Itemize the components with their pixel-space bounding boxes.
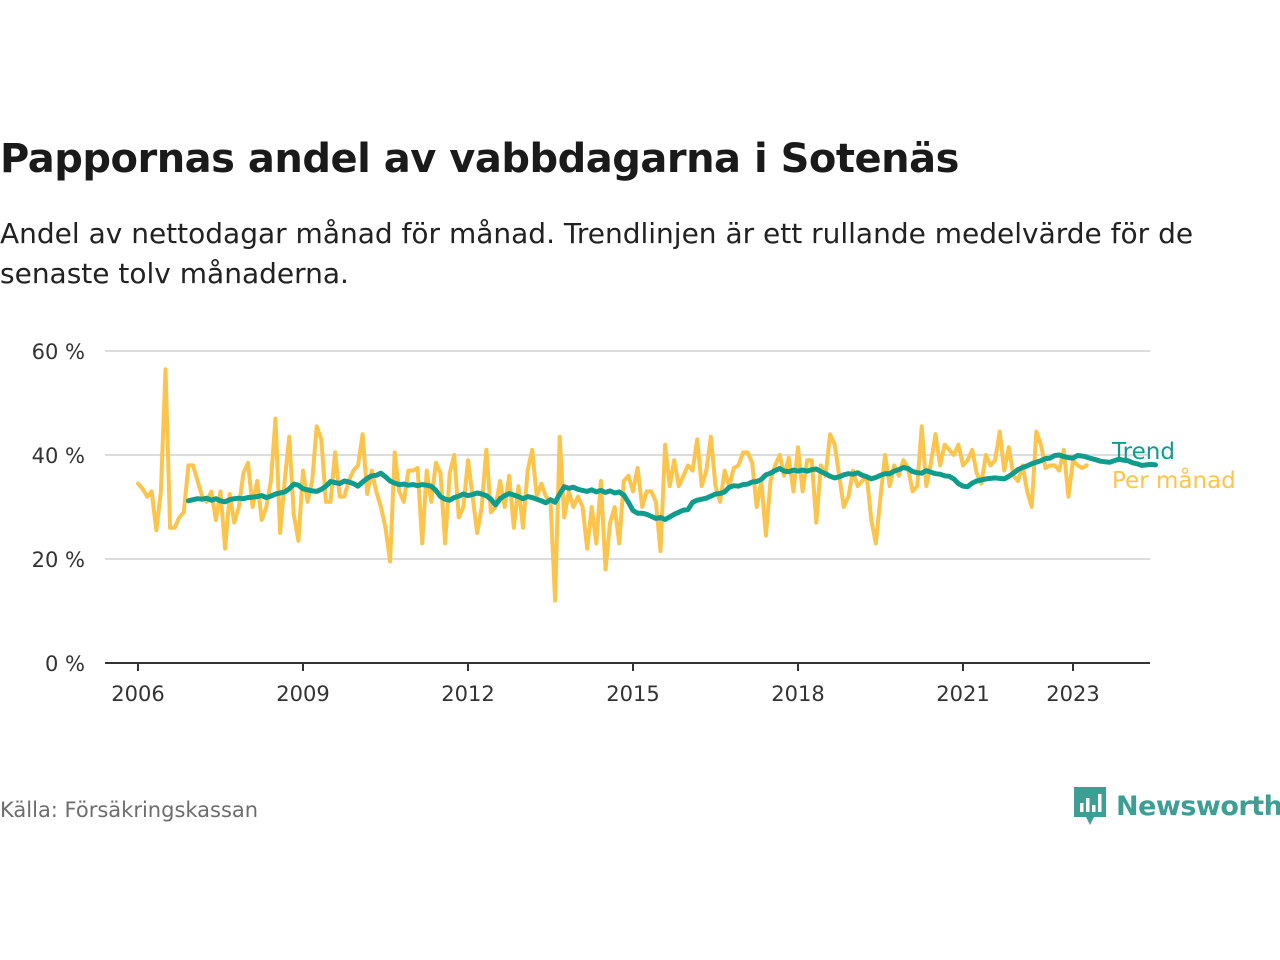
x-axis-tick-labels: 2006 2009 2012 2015 2018 2021 2023: [111, 663, 1100, 706]
x-tick-label: 2023: [1046, 682, 1099, 706]
trend-series-label: Trend: [1111, 439, 1175, 465]
series-lines: [136, 367, 1158, 603]
line-chart: 0 % 20 % 40 % 60 % 2006 2009 2012 2015 2018 2021…: [32, 340, 1236, 706]
monthly-series-line: [136, 367, 1089, 603]
x-tick-label: 2018: [771, 682, 824, 706]
y-tick-label: 60 %: [32, 340, 85, 364]
chart-subtitle: Andel av nettodagar månad för månad. Tre…: [0, 217, 1194, 290]
x-tick-label: 2021: [936, 682, 989, 706]
newsworthy-logo: Newsworthy: [1072, 784, 1280, 828]
brand-name: Newsworthy: [1116, 790, 1280, 822]
y-tick-label: 40 %: [32, 444, 85, 468]
y-tick-label: 0 %: [45, 652, 85, 676]
source-note: Källa: Försäkringskassan: [0, 798, 259, 822]
y-tick-label: 20 %: [32, 548, 85, 572]
y-axis-tick-labels: 0 % 20 % 40 % 60 %: [32, 340, 85, 676]
x-tick-label: 2009: [276, 682, 329, 706]
bar-chart-bubble-icon: [1074, 787, 1106, 825]
x-tick-label: 2012: [441, 682, 494, 706]
monthly-series-label: Per månad: [1112, 466, 1236, 494]
chart-title: Pappornas andel av vabbdagarna i Sotenäs: [0, 136, 959, 182]
trend-series-line: [185, 452, 1158, 522]
gridlines: [105, 350, 1150, 664]
x-tick-label: 2006: [111, 682, 164, 706]
x-tick-label: 2015: [606, 682, 659, 706]
